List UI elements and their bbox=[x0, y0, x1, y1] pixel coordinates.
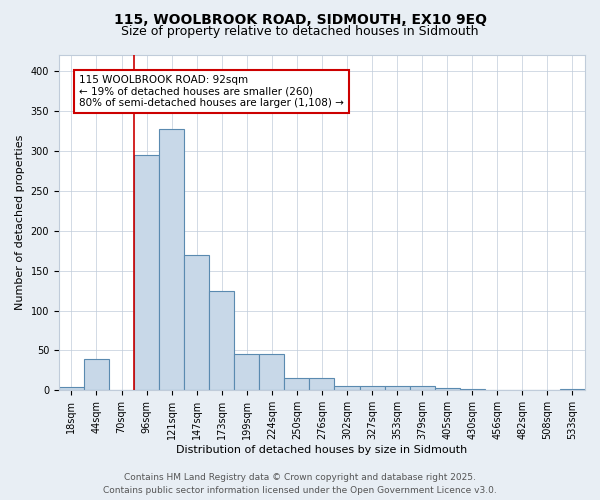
Bar bbox=[334, 386, 359, 390]
Bar bbox=[159, 130, 184, 390]
Bar bbox=[184, 254, 209, 390]
X-axis label: Distribution of detached houses by size in Sidmouth: Distribution of detached houses by size … bbox=[176, 445, 467, 455]
Bar bbox=[234, 354, 259, 390]
Text: Contains HM Land Registry data © Crown copyright and database right 2025.
Contai: Contains HM Land Registry data © Crown c… bbox=[103, 474, 497, 495]
Bar bbox=[359, 386, 385, 390]
Bar bbox=[310, 378, 334, 390]
Bar bbox=[259, 354, 284, 391]
Bar bbox=[385, 386, 410, 390]
Bar bbox=[560, 389, 585, 390]
Bar bbox=[284, 378, 310, 390]
Text: Size of property relative to detached houses in Sidmouth: Size of property relative to detached ho… bbox=[121, 25, 479, 38]
Bar bbox=[134, 155, 159, 390]
Bar bbox=[59, 387, 84, 390]
Bar bbox=[410, 386, 434, 390]
Bar bbox=[434, 388, 460, 390]
Text: 115 WOOLBROOK ROAD: 92sqm
← 19% of detached houses are smaller (260)
80% of semi: 115 WOOLBROOK ROAD: 92sqm ← 19% of detac… bbox=[79, 75, 344, 108]
Y-axis label: Number of detached properties: Number of detached properties bbox=[15, 135, 25, 310]
Bar bbox=[209, 292, 234, 390]
Bar bbox=[460, 389, 485, 390]
Bar bbox=[84, 359, 109, 390]
Text: 115, WOOLBROOK ROAD, SIDMOUTH, EX10 9EQ: 115, WOOLBROOK ROAD, SIDMOUTH, EX10 9EQ bbox=[113, 12, 487, 26]
